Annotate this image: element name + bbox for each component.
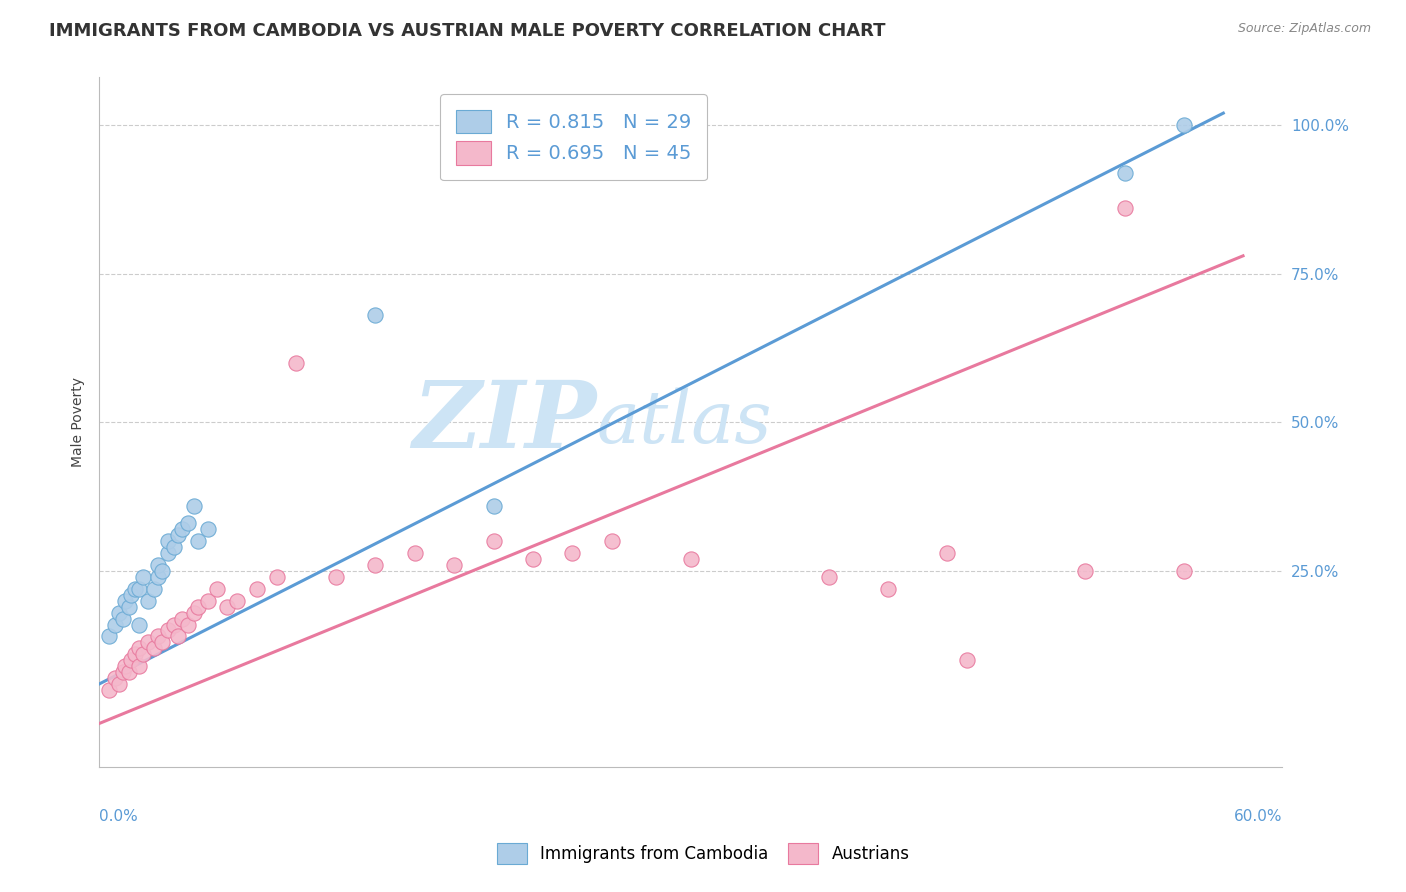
Point: [148, 570, 170, 584]
Point: [177, 516, 200, 531]
Point: [120, 588, 142, 602]
Point: [128, 659, 150, 673]
Point: [111, 665, 134, 679]
Point: [818, 570, 841, 584]
Point: [956, 653, 979, 667]
Point: [443, 558, 465, 572]
Text: atlas: atlas: [596, 387, 772, 458]
Point: [98, 682, 121, 697]
Point: [364, 308, 387, 322]
Point: [561, 546, 583, 560]
Point: [482, 499, 505, 513]
Point: [404, 546, 426, 560]
Point: [128, 641, 150, 656]
Point: [114, 659, 136, 673]
Text: 60.0%: 60.0%: [1234, 809, 1282, 823]
Point: [187, 534, 209, 549]
Text: IMMIGRANTS FROM CAMBODIA VS AUSTRIAN MALE POVERTY CORRELATION CHART: IMMIGRANTS FROM CAMBODIA VS AUSTRIAN MAL…: [49, 22, 886, 40]
Point: [600, 534, 623, 549]
Point: [104, 671, 127, 685]
Point: [120, 653, 142, 667]
Point: [131, 647, 153, 661]
Point: [1173, 564, 1195, 578]
Point: [128, 617, 150, 632]
Point: [157, 534, 180, 549]
Point: [108, 606, 131, 620]
Legend: R = 0.815   N = 29, R = 0.695   N = 45: R = 0.815 N = 29, R = 0.695 N = 45: [440, 94, 707, 180]
Text: Source: ZipAtlas.com: Source: ZipAtlas.com: [1237, 22, 1371, 36]
Point: [157, 624, 180, 638]
Point: [325, 570, 347, 584]
Point: [131, 570, 153, 584]
Legend: Immigrants from Cambodia, Austrians: Immigrants from Cambodia, Austrians: [489, 837, 917, 871]
Text: 0.0%: 0.0%: [100, 809, 138, 823]
Point: [163, 617, 186, 632]
Point: [104, 617, 127, 632]
Point: [1074, 564, 1097, 578]
Point: [138, 635, 160, 649]
Point: [226, 593, 249, 607]
Point: [207, 582, 229, 596]
Text: ZIP: ZIP: [412, 377, 596, 467]
Point: [167, 629, 190, 643]
Point: [482, 534, 505, 549]
Point: [877, 582, 900, 596]
Point: [177, 617, 200, 632]
Point: [187, 599, 209, 614]
Point: [197, 522, 219, 536]
Point: [98, 629, 121, 643]
Y-axis label: Male Poverty: Male Poverty: [72, 377, 86, 467]
Point: [143, 641, 166, 656]
Point: [936, 546, 959, 560]
Point: [157, 546, 180, 560]
Point: [118, 599, 141, 614]
Point: [1173, 118, 1195, 132]
Point: [183, 606, 205, 620]
Point: [163, 540, 186, 554]
Point: [143, 582, 166, 596]
Point: [170, 522, 193, 536]
Point: [246, 582, 269, 596]
Point: [148, 558, 170, 572]
Point: [138, 593, 160, 607]
Point: [285, 356, 308, 370]
Point: [266, 570, 288, 584]
Point: [150, 564, 173, 578]
Point: [128, 582, 150, 596]
Point: [111, 611, 134, 625]
Point: [108, 677, 131, 691]
Point: [148, 629, 170, 643]
Point: [118, 665, 141, 679]
Point: [124, 647, 146, 661]
Point: [124, 582, 146, 596]
Point: [522, 552, 544, 566]
Point: [679, 552, 702, 566]
Point: [1114, 165, 1136, 179]
Point: [364, 558, 387, 572]
Point: [150, 635, 173, 649]
Point: [183, 499, 205, 513]
Point: [114, 593, 136, 607]
Point: [217, 599, 239, 614]
Point: [170, 611, 193, 625]
Point: [167, 528, 190, 542]
Point: [1114, 201, 1136, 215]
Point: [197, 593, 219, 607]
